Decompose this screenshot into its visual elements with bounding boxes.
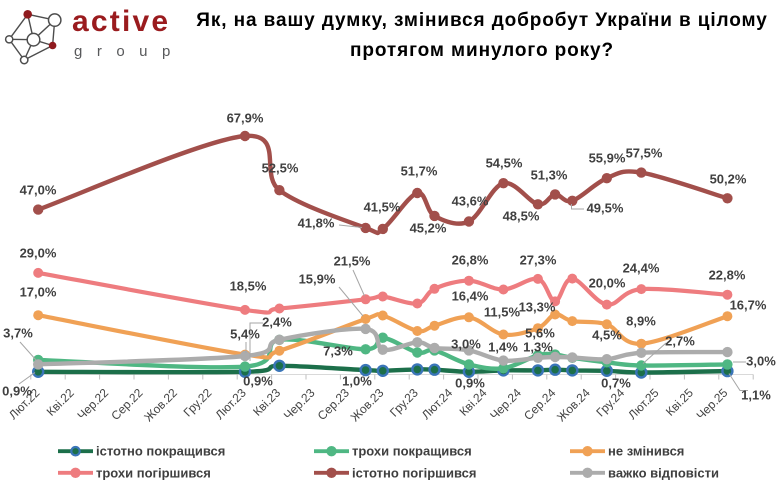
svg-text:істотно покращився: істотно покращився — [96, 444, 225, 459]
svg-text:7,3%: 7,3% — [323, 343, 353, 358]
svg-text:57,5%: 57,5% — [626, 145, 663, 160]
svg-text:29,0%: 29,0% — [20, 245, 57, 260]
svg-text:21,5%: 21,5% — [334, 253, 371, 268]
svg-text:41,8%: 41,8% — [298, 215, 335, 230]
svg-text:52,5%: 52,5% — [262, 160, 299, 175]
svg-text:істотно погіршився: істотно погіршився — [352, 465, 477, 480]
svg-text:16,7%: 16,7% — [730, 297, 767, 312]
svg-text:67,9%: 67,9% — [227, 110, 264, 125]
svg-text:Кві.24: Кві.24 — [457, 385, 490, 418]
svg-text:Сер.22: Сер.22 — [108, 385, 145, 422]
svg-text:51,7%: 51,7% — [401, 163, 438, 178]
svg-text:51,3%: 51,3% — [531, 167, 568, 182]
svg-text:трохи покращився: трохи покращився — [352, 444, 472, 459]
svg-text:Кві.25: Кві.25 — [663, 385, 696, 418]
svg-text:20,0%: 20,0% — [589, 275, 626, 290]
svg-text:50,2%: 50,2% — [710, 171, 747, 186]
svg-text:8,9%: 8,9% — [626, 313, 656, 328]
svg-text:Сер.24: Сер.24 — [521, 385, 558, 422]
svg-text:45,2%: 45,2% — [410, 220, 447, 235]
svg-text:3,0%: 3,0% — [746, 353, 776, 368]
svg-text:18,5%: 18,5% — [230, 278, 267, 293]
svg-text:0,9%: 0,9% — [243, 373, 273, 388]
svg-text:0,9%: 0,9% — [2, 383, 32, 398]
svg-text:Чер.23: Чер.23 — [281, 385, 318, 422]
svg-text:Жов.22: Жов.22 — [141, 385, 180, 424]
svg-text:15,9%: 15,9% — [299, 271, 336, 286]
svg-text:Лют.23: Лют.23 — [212, 385, 249, 422]
svg-text:24,4%: 24,4% — [623, 260, 660, 275]
svg-text:5,6%: 5,6% — [525, 325, 555, 340]
svg-text:0,9%: 0,9% — [455, 375, 485, 390]
svg-text:11,5%: 11,5% — [484, 304, 521, 319]
svg-text:Кві.23: Кві.23 — [250, 385, 283, 418]
svg-text:16,4%: 16,4% — [452, 288, 489, 303]
svg-text:22,8%: 22,8% — [709, 267, 746, 282]
svg-text:Гру.24: Гру.24 — [593, 385, 627, 419]
svg-text:4,5%: 4,5% — [592, 327, 622, 342]
svg-text:Гру.22: Гру.22 — [181, 385, 215, 419]
svg-text:54,5%: 54,5% — [486, 155, 523, 170]
svg-text:Сер.23: Сер.23 — [315, 385, 352, 422]
svg-text:3,0%: 3,0% — [451, 336, 481, 351]
svg-text:17,0%: 17,0% — [20, 284, 57, 299]
svg-text:Чер.22: Чер.22 — [74, 385, 111, 422]
svg-text:Кві.22: Кві.22 — [44, 385, 77, 418]
svg-text:не змінився: не змінився — [608, 444, 684, 459]
svg-text:Жов.23: Жов.23 — [348, 385, 387, 424]
svg-text:Чер.24: Чер.24 — [487, 385, 524, 422]
svg-text:1,1%: 1,1% — [741, 387, 771, 402]
svg-text:2,4%: 2,4% — [262, 314, 292, 329]
svg-text:47,0%: 47,0% — [20, 182, 57, 197]
svg-text:важко відповісти: важко відповісти — [608, 465, 719, 480]
svg-text:3,7%: 3,7% — [3, 325, 33, 340]
svg-text:13,3%: 13,3% — [519, 299, 556, 314]
svg-text:Жов.24: Жов.24 — [554, 385, 593, 424]
svg-text:Чер.25: Чер.25 — [694, 385, 731, 422]
svg-text:26,8%: 26,8% — [452, 252, 489, 267]
svg-text:Гру.23: Гру.23 — [387, 385, 421, 419]
svg-text:41,5%: 41,5% — [364, 199, 401, 214]
svg-text:2,7%: 2,7% — [665, 333, 695, 348]
svg-text:1,3%: 1,3% — [523, 339, 553, 354]
svg-text:0,7%: 0,7% — [601, 375, 631, 390]
svg-text:49,5%: 49,5% — [587, 200, 624, 215]
svg-text:55,9%: 55,9% — [589, 150, 626, 165]
svg-text:Лют.24: Лют.24 — [419, 385, 456, 422]
svg-text:27,3%: 27,3% — [520, 252, 557, 267]
svg-text:5,4%: 5,4% — [230, 326, 260, 341]
svg-text:1,0%: 1,0% — [342, 373, 372, 388]
svg-text:48,5%: 48,5% — [503, 208, 540, 223]
svg-text:Лют.25: Лют.25 — [625, 385, 662, 422]
svg-text:трохи погіршився: трохи погіршився — [96, 465, 211, 480]
svg-text:1,4%: 1,4% — [488, 339, 518, 354]
svg-text:43,6%: 43,6% — [452, 193, 489, 208]
